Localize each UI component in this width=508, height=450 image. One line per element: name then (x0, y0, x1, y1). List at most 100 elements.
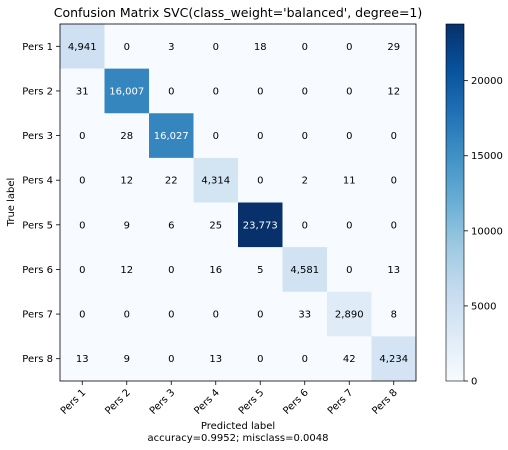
y-axis-label: True label (6, 178, 17, 228)
x-tick-label: Pers 4 (192, 387, 221, 416)
cell-value-label: 4,581 (290, 265, 319, 276)
y-axis-ticks: Pers 1 Pers 2 Pers 3 Pers 4 Pers 5 Pers 6 Pers… (22, 42, 60, 365)
cell-value-label: 18 (254, 42, 267, 53)
cell-value-label: 0 (257, 131, 263, 142)
heatmap-cell (327, 24, 372, 69)
cell-value-label: 8 (391, 310, 397, 321)
heatmap-cell (193, 113, 239, 159)
colorbar-tick-label: 20000 (471, 76, 503, 87)
x-tick-label: Pers 8 (370, 387, 399, 416)
cell-value-label: 0 (257, 310, 263, 321)
cell-value-label: 16,027 (154, 131, 189, 142)
colorbar-tick-label: 10000 (471, 226, 503, 237)
heatmap-cell (104, 68, 150, 114)
cell-value-label: 0 (257, 176, 263, 187)
cell-value-label: 22 (165, 176, 178, 187)
colorbar-tick-label: 5000 (471, 301, 496, 312)
cell-value-label: 9 (124, 220, 130, 231)
heatmap-cell (327, 247, 372, 293)
heatmap-cell (193, 24, 239, 69)
heatmap-cell (193, 202, 239, 248)
heatmap-cell (327, 157, 372, 203)
x-axis-label: Predicted label (201, 421, 275, 432)
cell-value-label: 0 (124, 42, 130, 53)
cell-value-label: 6 (168, 220, 174, 231)
heatmap-cell (104, 202, 150, 248)
x-tick-label: Pers 5 (237, 387, 266, 416)
heatmap-cell (149, 202, 194, 248)
cell-value-label: 0 (346, 86, 352, 97)
cell-value-label: 16 (209, 265, 222, 276)
cell-value-label: 2,890 (335, 310, 364, 321)
cell-value-label: 33 (298, 310, 311, 321)
heatmap-cell (371, 68, 417, 114)
chart-title: Confusion Matrix SVC(class_weight='balan… (54, 5, 423, 20)
cell-value-label: 0 (213, 131, 219, 142)
heatmap-cell (282, 291, 328, 337)
heatmap-cell (238, 113, 283, 159)
cell-value-label: 9 (124, 354, 130, 365)
heatmap-cell (238, 202, 283, 248)
cell-value-label: 0 (302, 220, 308, 231)
heatmap-cell (371, 157, 417, 203)
heatmap-cell (60, 336, 105, 382)
cell-value-label: 4,234 (379, 354, 408, 365)
y-tick-label: Pers 2 (22, 86, 53, 97)
heatmap-cell (238, 291, 283, 337)
y-tick-label: Pers 4 (22, 176, 53, 187)
heatmap-cell (327, 291, 372, 337)
cell-value-label: 13 (387, 265, 400, 276)
heatmap-cell (60, 291, 105, 337)
cell-value-label: 0 (124, 310, 130, 321)
cell-value-label: 0 (346, 265, 352, 276)
cell-value-label: 42 (343, 354, 356, 365)
cell-value-label: 0 (213, 42, 219, 53)
heatmap-cell (238, 24, 283, 69)
cell-value-label: 12 (120, 265, 133, 276)
heatmap-cell (60, 113, 105, 159)
cell-value-label: 0 (391, 220, 397, 231)
heatmap-cell (104, 336, 150, 382)
heatmap-cell (149, 291, 194, 337)
heatmap-cell (282, 113, 328, 159)
cell-value-label: 4,941 (68, 42, 97, 53)
heatmap-cell (149, 157, 194, 203)
cell-value-label: 0 (346, 42, 352, 53)
heatmap-cell (193, 157, 239, 203)
cell-value-label: 0 (79, 310, 85, 321)
colorbar-tick-label: 15000 (471, 151, 503, 162)
cell-value-label: 0 (391, 131, 397, 142)
heatmap-cell (149, 113, 194, 159)
heatmap-cell (238, 247, 283, 293)
cell-value-label: 29 (387, 42, 400, 53)
x-axis-accuracy-note: accuracy=0.9952; misclass=0.0048 (148, 433, 329, 444)
cell-value-label: 31 (76, 86, 89, 97)
heatmap-cell (282, 247, 328, 293)
cell-value-label: 0 (168, 86, 174, 97)
x-tick-label: Pers 6 (281, 387, 310, 416)
y-tick-label: Pers 1 (22, 42, 53, 53)
x-tick-label: Pers 2 (103, 387, 132, 416)
cell-value-label: 0 (302, 42, 308, 53)
cell-value-label: 0 (213, 86, 219, 97)
heatmap-cell (282, 202, 328, 248)
x-tick-label: Pers 3 (148, 387, 177, 416)
x-tick-label: Pers 7 (326, 387, 355, 416)
heatmap-cell (60, 68, 105, 114)
cell-value-label: 0 (302, 131, 308, 142)
cell-value-label: 0 (79, 176, 85, 187)
heatmap-cell (327, 336, 372, 382)
heatmap-cell (327, 113, 372, 159)
heatmap-cell (238, 157, 283, 203)
cell-value-label: 0 (79, 220, 85, 231)
heatmap-cell (371, 202, 417, 248)
heatmap-cell (104, 291, 150, 337)
heatmap-cell (282, 68, 328, 114)
cell-value-label: 12 (120, 176, 133, 187)
y-tick-label: Pers 3 (22, 131, 53, 142)
heatmap-cell (282, 157, 328, 203)
cell-value-label: 0 (168, 265, 174, 276)
heatmap-cell (60, 247, 105, 293)
cell-value-label: 0 (346, 131, 352, 142)
